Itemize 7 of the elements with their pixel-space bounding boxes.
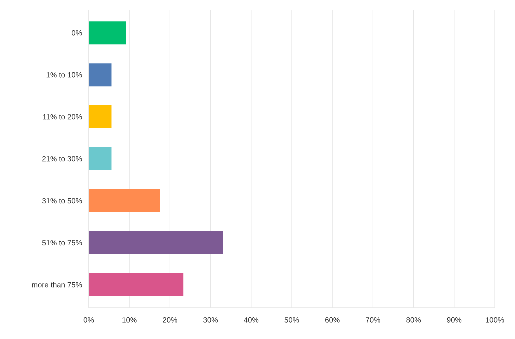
- bar: [89, 273, 184, 296]
- bar: [89, 231, 224, 254]
- bar: [89, 189, 160, 212]
- bar: [89, 22, 126, 45]
- bar: [89, 106, 112, 129]
- bar: [89, 148, 112, 171]
- bar: [89, 64, 112, 87]
